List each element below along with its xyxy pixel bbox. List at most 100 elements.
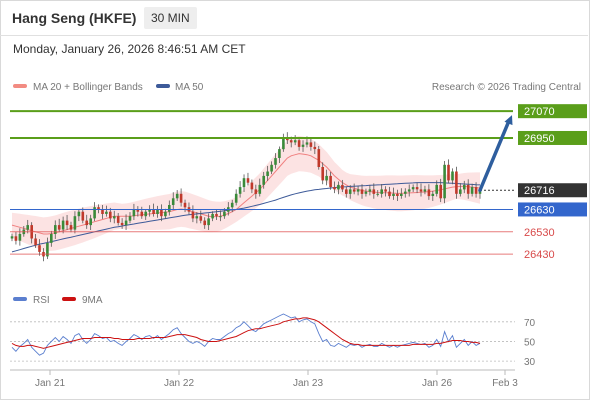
arrow-head — [504, 115, 513, 126]
rsi-line — [11, 313, 481, 356]
candle-body — [266, 171, 269, 176]
bollinger-band-area — [12, 135, 480, 252]
candle-body — [368, 189, 372, 192]
rsi-tick-70: 70 — [524, 318, 536, 329]
candle-body — [419, 189, 423, 192]
candle-body — [333, 187, 336, 190]
candle-body — [262, 175, 265, 185]
candle-body — [77, 211, 81, 217]
level-label-26716: 26716 — [524, 185, 555, 197]
candle-body — [345, 189, 348, 194]
candle-body — [431, 193, 435, 196]
candle-body — [73, 216, 77, 230]
rsi-tick-30: 30 — [524, 357, 536, 368]
candle-body — [258, 184, 262, 194]
candle-body — [384, 189, 387, 192]
time-axis: Jan 21 Jan 22 Jan 23 Jan 26 Feb 3 — [10, 369, 518, 389]
candle-body — [109, 211, 112, 219]
ma50-line — [11, 182, 481, 253]
candle-body — [175, 193, 179, 199]
candle-body — [230, 202, 234, 208]
legend-swatch-ma50 — [156, 84, 170, 88]
candle-body — [10, 236, 14, 239]
candle-body — [50, 234, 53, 243]
x-tick-label: Feb 3 — [492, 378, 518, 389]
candle-body — [179, 193, 183, 203]
candle-body — [364, 191, 368, 194]
candle-body — [297, 140, 301, 147]
candle-body — [250, 182, 254, 190]
rsi-panel: 70 50 30 — [10, 313, 536, 368]
candle-body — [124, 220, 128, 226]
candle-body — [404, 191, 407, 194]
level-label-26430: 26430 — [524, 249, 555, 261]
candle-body — [171, 198, 175, 205]
candle-body — [26, 225, 29, 230]
candle-body — [439, 184, 442, 199]
candle-body — [466, 184, 470, 194]
candle-body — [356, 189, 360, 192]
rsi-9ma-line — [11, 317, 481, 349]
candle-body — [160, 209, 163, 217]
candle-body — [415, 187, 419, 190]
candle-body — [191, 211, 195, 219]
legend-label-ma20: MA 20 + Bollinger Bands — [33, 82, 143, 93]
key-levels: 27070 26950 26716 26630 26530 26430 — [10, 104, 587, 261]
candle-body — [451, 171, 454, 181]
candle-body — [274, 158, 277, 165]
candle-body — [195, 216, 199, 219]
candle-body — [238, 187, 242, 194]
level-tag-26950 — [518, 130, 587, 145]
candle-body — [435, 184, 438, 194]
instrument-title: Hang Seng (HKFE) — [12, 10, 137, 26]
candle-body — [360, 189, 364, 194]
legend-swatch-9ma — [62, 297, 76, 301]
candle-body — [372, 189, 376, 194]
candle-body — [57, 225, 61, 230]
candle-body — [478, 190, 482, 194]
candle-body — [325, 175, 328, 181]
timeframe-badge[interactable]: 30 MIN — [144, 7, 197, 29]
candle-body — [455, 171, 458, 194]
candle-body — [400, 193, 403, 196]
candle-body — [321, 167, 324, 181]
candle-body — [411, 187, 415, 190]
candle-body — [443, 164, 446, 199]
candle-body — [215, 213, 218, 217]
arrow-shaft — [478, 121, 510, 192]
candle-body — [116, 216, 120, 223]
x-tick-label: Jan 21 — [35, 378, 65, 389]
candle-body — [392, 193, 395, 196]
candle-body — [18, 234, 22, 241]
candle-body — [305, 142, 309, 145]
candle-body — [81, 211, 85, 221]
candle-body — [136, 209, 140, 212]
scenario-arrow — [478, 115, 513, 192]
candle-body — [352, 189, 356, 192]
legend-label-rsi: RSI — [33, 295, 50, 306]
candle-body — [388, 191, 391, 197]
candle-body — [140, 211, 144, 217]
candle-body — [427, 189, 431, 197]
header-divider — [0, 35, 588, 36]
candle-body — [152, 209, 155, 214]
candle-body — [120, 222, 124, 226]
candle-body — [341, 184, 344, 190]
level-label-26630: 26630 — [524, 204, 555, 216]
candle-body — [313, 146, 317, 150]
candle-body — [474, 187, 478, 194]
candle-body — [301, 144, 305, 147]
candle-body — [282, 138, 285, 150]
candle-body — [54, 225, 57, 234]
candle-body — [183, 202, 187, 208]
candle-body — [470, 187, 474, 194]
candle-body — [207, 218, 210, 226]
candle-body — [89, 218, 92, 226]
candle-body — [376, 193, 379, 195]
candle-body — [348, 189, 352, 194]
candle-body — [447, 164, 450, 181]
x-tick-label: Jan 26 — [422, 378, 452, 389]
candle-body — [168, 205, 171, 212]
level-label-26530: 26530 — [524, 227, 555, 239]
